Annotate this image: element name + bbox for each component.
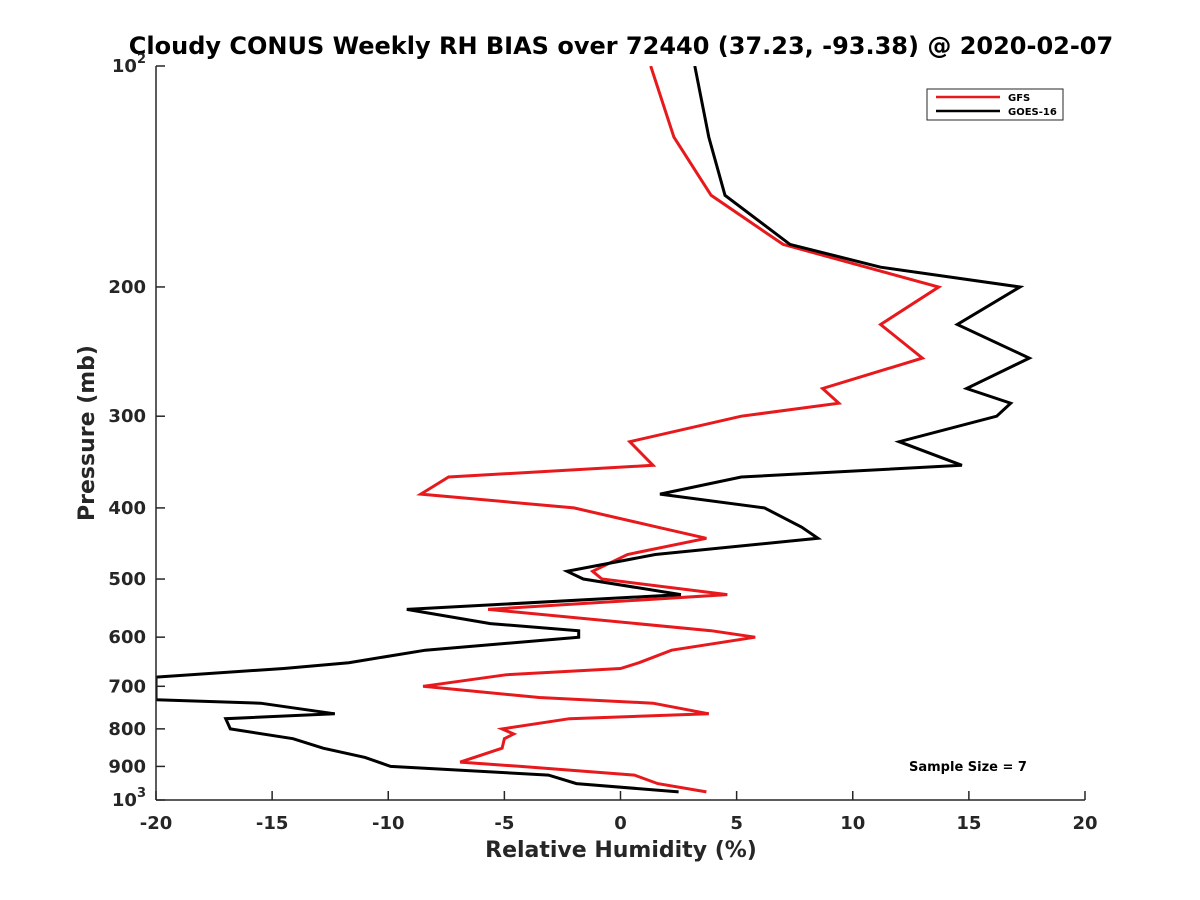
y-tick-label: 300: [108, 406, 146, 427]
x-tick-label: -5: [494, 813, 514, 834]
series-line-gfs: [416, 66, 943, 794]
x-tick-label: 20: [1072, 813, 1097, 834]
series-lines: [156, 66, 1033, 794]
y-tick-label: 900: [108, 756, 146, 777]
y-tick-label: 103: [112, 786, 146, 811]
y-tick-label: 400: [108, 498, 146, 519]
x-tick-label: 0: [614, 813, 627, 834]
x-tick-label: -15: [256, 813, 289, 834]
y-tick-label: 800: [108, 719, 146, 740]
x-tick-label: -20: [140, 813, 173, 834]
chart-title: Cloudy CONUS Weekly RH BIAS over 72440 (…: [129, 32, 1113, 60]
x-tick-label: 5: [730, 813, 743, 834]
sample-size-annotation: Sample Size = 7: [909, 760, 1027, 775]
series-layer: [156, 66, 1033, 794]
y-tick-label: 600: [108, 627, 146, 648]
x-tick-label: 15: [956, 813, 981, 834]
y-tick-label: 102: [112, 52, 146, 77]
x-ticks: -20 -15 -10 -5 0 5 10 15 20: [140, 791, 1098, 834]
y-tick-label: 700: [108, 676, 146, 697]
y-tick-label: 500: [108, 569, 146, 590]
y-ticks: 102 200 300 400 500 600 700 800 900 103: [108, 52, 165, 811]
x-tick-label: 10: [840, 813, 865, 834]
y-tick-label: 200: [108, 277, 146, 298]
legend-label-gfs: GFS: [1008, 93, 1030, 104]
x-axis-label: Relative Humidity (%): [485, 838, 757, 863]
legend: GFS GOES-16: [926, 88, 1064, 121]
y-axis-label: Pressure (mb): [75, 345, 100, 521]
legend-box: [926, 88, 1064, 121]
legend-label-goes16: GOES-16: [1008, 107, 1057, 118]
x-tick-label: -10: [372, 813, 405, 834]
series-line-goes16: [156, 66, 1033, 794]
